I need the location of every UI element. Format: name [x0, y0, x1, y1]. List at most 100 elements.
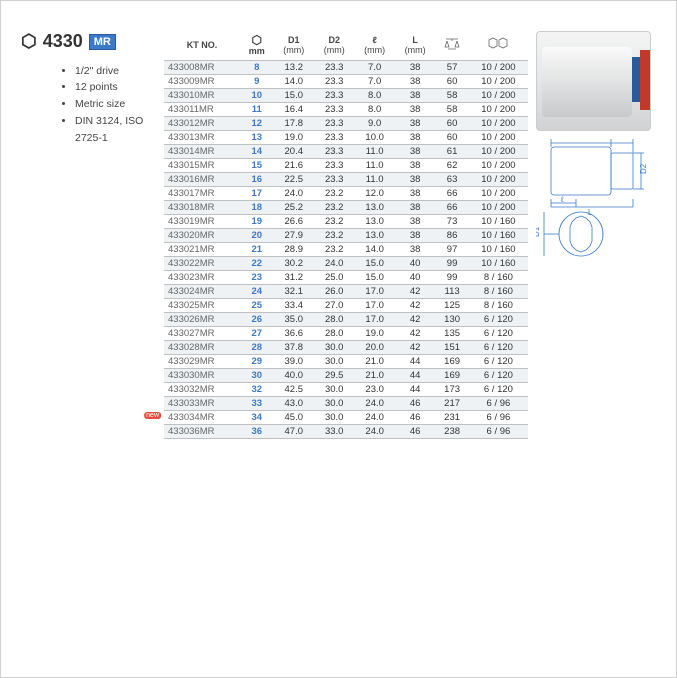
table-row: 433020MR2027.923.213.0388610 / 160 — [164, 229, 528, 243]
cell-ell: 17.0 — [354, 313, 394, 327]
table-row: 433032MR3242.530.023.0441736 / 120 — [164, 383, 528, 397]
cell-d1: 36.6 — [274, 327, 314, 341]
cell-L: 42 — [395, 341, 435, 355]
cell-ell: 12.0 — [354, 187, 394, 201]
cell-p: 6 / 120 — [469, 355, 528, 369]
cell-kt: 433010MR — [164, 89, 240, 103]
cell-w: 63 — [435, 173, 468, 187]
tech-diagram: D1 D2 ℓ L — [536, 139, 656, 272]
cell-d2: 30.0 — [314, 383, 354, 397]
cell-p: 10 / 200 — [469, 131, 528, 145]
svg-text:D1: D1 — [536, 226, 541, 237]
cell-ell: 17.0 — [354, 299, 394, 313]
cell-ell: 21.0 — [354, 355, 394, 369]
cell-p: 10 / 160 — [469, 243, 528, 257]
cell-mm: 18 — [240, 201, 274, 215]
cell-w: 217 — [435, 397, 468, 411]
cell-ell: 9.0 — [354, 117, 394, 131]
cell-ell: 8.0 — [354, 103, 394, 117]
cell-d2: 23.3 — [314, 173, 354, 187]
col-kt: KT NO. — [164, 31, 240, 61]
cell-L: 44 — [395, 355, 435, 369]
cell-w: 99 — [435, 257, 468, 271]
cell-mm: 34 — [240, 411, 274, 425]
cell-w: 130 — [435, 313, 468, 327]
cell-w: 125 — [435, 299, 468, 313]
cell-mm: 33 — [240, 397, 274, 411]
cell-kt: 433020MR — [164, 229, 240, 243]
col-mm: ⬡mm — [240, 31, 274, 61]
cell-mm: 11 — [240, 103, 274, 117]
cell-d2: 23.3 — [314, 117, 354, 131]
cell-mm: 9 — [240, 75, 274, 89]
cell-L: 38 — [395, 61, 435, 75]
cell-d1: 25.2 — [274, 201, 314, 215]
cell-L: 38 — [395, 243, 435, 257]
cell-L: 38 — [395, 89, 435, 103]
table-row: 433029MR2939.030.021.0441696 / 120 — [164, 355, 528, 369]
col-d1: D1(mm) — [274, 31, 314, 61]
cell-kt: 433019MR — [164, 215, 240, 229]
cell-kt: 433036MR — [164, 425, 240, 439]
cell-d1: 14.0 — [274, 75, 314, 89]
table-row: 433013MR1319.023.310.0386010 / 200 — [164, 131, 528, 145]
table-row: 433008MR813.223.37.0385710 / 200 — [164, 61, 528, 75]
cell-kt: 433022MR — [164, 257, 240, 271]
cell-d1: 30.2 — [274, 257, 314, 271]
cell-mm: 21 — [240, 243, 274, 257]
cell-kt: 433029MR — [164, 355, 240, 369]
cell-L: 46 — [395, 397, 435, 411]
table-row: 433023MR2331.225.015.040998 / 160 — [164, 271, 528, 285]
cell-kt: 433028MR — [164, 341, 240, 355]
right-panel: D1 D2 ℓ L — [536, 31, 656, 439]
cell-p: 10 / 200 — [469, 187, 528, 201]
cell-kt: 433013MR — [164, 131, 240, 145]
col-pack — [469, 31, 528, 61]
cell-ell: 13.0 — [354, 229, 394, 243]
cell-d2: 23.3 — [314, 103, 354, 117]
cell-mm: 13 — [240, 131, 274, 145]
cell-d2: 28.0 — [314, 327, 354, 341]
cell-ell: 24.0 — [354, 397, 394, 411]
cell-p: 8 / 160 — [469, 285, 528, 299]
cell-ell: 11.0 — [354, 173, 394, 187]
cell-d2: 23.3 — [314, 61, 354, 75]
cell-kt: 433012MR — [164, 117, 240, 131]
cell-ell: 14.0 — [354, 243, 394, 257]
table-row: 433017MR1724.023.212.0386610 / 200 — [164, 187, 528, 201]
cell-kt: 433011MR — [164, 103, 240, 117]
cell-ell: 13.0 — [354, 201, 394, 215]
cell-L: 38 — [395, 159, 435, 173]
table-row: 433021MR2128.923.214.0389710 / 160 — [164, 243, 528, 257]
cell-d1: 32.1 — [274, 285, 314, 299]
cell-mm: 20 — [240, 229, 274, 243]
cell-kt: 433024MR — [164, 285, 240, 299]
cell-L: 44 — [395, 383, 435, 397]
table-row: 433009MR914.023.37.0386010 / 200 — [164, 75, 528, 89]
cell-p: 6 / 120 — [469, 369, 528, 383]
cell-mm: 28 — [240, 341, 274, 355]
cell-ell: 17.0 — [354, 285, 394, 299]
cell-L: 38 — [395, 75, 435, 89]
cell-mm: 17 — [240, 187, 274, 201]
cell-d1: 20.4 — [274, 145, 314, 159]
cell-kt: 433016MR — [164, 173, 240, 187]
cell-d1: 40.0 — [274, 369, 314, 383]
cell-p: 6 / 120 — [469, 313, 528, 327]
cell-d1: 37.8 — [274, 341, 314, 355]
cell-w: 173 — [435, 383, 468, 397]
cell-mm: 12 — [240, 117, 274, 131]
cell-d2: 30.0 — [314, 341, 354, 355]
cell-w: 73 — [435, 215, 468, 229]
cell-d1: 43.0 — [274, 397, 314, 411]
cell-L: 38 — [395, 103, 435, 117]
cell-d2: 23.3 — [314, 131, 354, 145]
cell-L: 38 — [395, 215, 435, 229]
cell-d2: 26.0 — [314, 285, 354, 299]
spec-item: Metric size — [75, 96, 156, 113]
cell-ell: 13.0 — [354, 215, 394, 229]
cell-p: 8 / 160 — [469, 271, 528, 285]
spec-item: 12 points — [75, 79, 156, 96]
cell-ell: 24.0 — [354, 425, 394, 439]
cell-L: 42 — [395, 313, 435, 327]
